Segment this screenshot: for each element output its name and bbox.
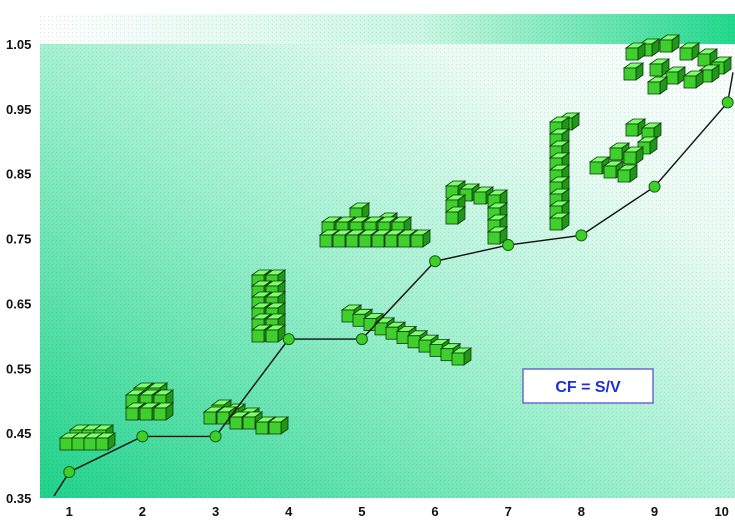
- cube: [624, 42, 647, 61]
- cube: [444, 206, 467, 225]
- x-tick-label: 10: [714, 504, 728, 519]
- cube: [264, 324, 287, 343]
- y-tick-label: 0.85: [6, 167, 31, 182]
- x-tick-label: 9: [651, 504, 658, 519]
- y-tick-label: 0.45: [6, 426, 31, 441]
- cube: [682, 70, 705, 89]
- arch-of-cubes-icon: [444, 180, 509, 245]
- formula-annotation: CF = S/V: [522, 368, 654, 404]
- cube: [152, 402, 175, 421]
- cube: [678, 42, 701, 61]
- x-tick-label: 1: [66, 504, 73, 519]
- cube: [622, 146, 645, 165]
- data-point: [721, 96, 734, 109]
- y-tick-label: 0.65: [6, 296, 31, 311]
- cube-shape-illustrations: [58, 34, 733, 451]
- x-tick-label: 3: [212, 504, 219, 519]
- series-line: [53, 72, 734, 497]
- series-markers: [63, 96, 734, 479]
- cube: [646, 76, 669, 95]
- x-tick-label: 7: [505, 504, 512, 519]
- cube-block-icon: [124, 382, 175, 421]
- long-cube-rod-icon: [340, 304, 473, 366]
- x-axis-ticks: 1 2 3 4 5 6 7 8 9 10: [66, 504, 729, 519]
- cube: [616, 164, 639, 183]
- formula-text: CF = S/V: [555, 379, 621, 396]
- data-point: [502, 239, 515, 252]
- cube: [664, 66, 687, 85]
- data-point: [575, 229, 588, 242]
- x-tick-label: 4: [285, 504, 293, 519]
- data-point: [648, 180, 661, 193]
- x-tick-label: 8: [578, 504, 585, 519]
- cube: [486, 226, 509, 245]
- y-axis-ticks: 0.35 0.45 0.55 0.65 0.75 0.85 0.95 1.05: [6, 37, 31, 506]
- scattered-cubes-icon: [622, 34, 733, 95]
- y-tick-label: 0.55: [6, 361, 31, 376]
- x-tick-label: 2: [139, 504, 146, 519]
- cube: [622, 62, 645, 81]
- staircase-cubes-icon: [588, 118, 663, 183]
- y-tick-label: 0.75: [6, 232, 31, 247]
- x-tick-label: 5: [358, 504, 365, 519]
- disc-of-cubes-icon: [58, 424, 117, 451]
- cube: [409, 229, 432, 248]
- cube-cluster-icon: [318, 202, 432, 248]
- stepped-cubes-icon: [202, 399, 290, 435]
- x-tick-label: 6: [431, 504, 438, 519]
- tall-cube-column-icon: [250, 269, 287, 343]
- cube: [94, 432, 117, 451]
- cube: [267, 416, 290, 435]
- data-point: [429, 255, 442, 268]
- data-point: [282, 333, 295, 346]
- single-cube-column-icon: [548, 112, 581, 231]
- y-tick-label: 0.35: [6, 491, 31, 506]
- data-point: [209, 430, 222, 443]
- y-tick-label: 1.05: [6, 37, 31, 52]
- data-point: [63, 466, 76, 479]
- plot-texture: [40, 14, 735, 498]
- y-tick-label: 0.95: [6, 102, 31, 117]
- cube: [548, 212, 571, 231]
- formula-box: [522, 368, 654, 404]
- data-point: [355, 333, 368, 346]
- cube: [548, 116, 571, 135]
- cube: [658, 34, 681, 53]
- cube: [450, 347, 473, 366]
- data-point: [136, 430, 149, 443]
